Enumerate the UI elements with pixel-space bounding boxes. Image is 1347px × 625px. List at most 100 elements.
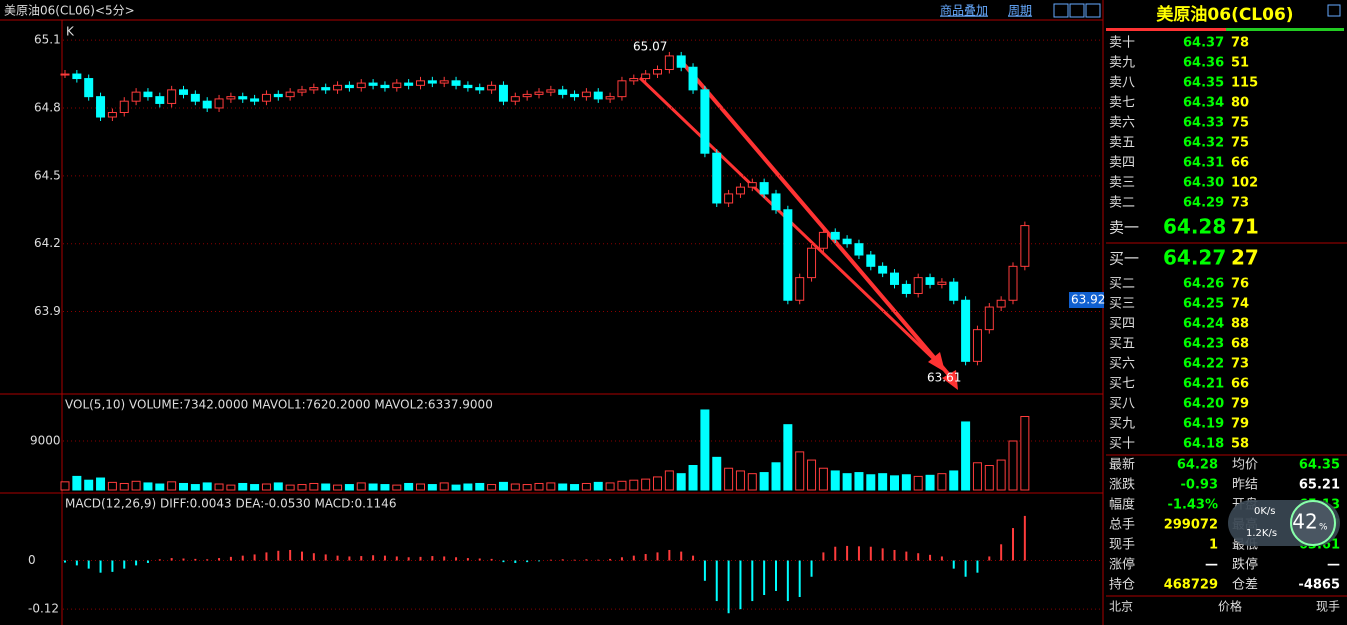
candle bbox=[167, 89, 177, 104]
level-volume: 73 bbox=[1231, 357, 1249, 372]
volume-bar bbox=[297, 484, 307, 491]
volume-bar bbox=[878, 473, 888, 491]
volume-bar bbox=[84, 479, 94, 491]
volume-bar bbox=[641, 478, 651, 491]
footer-label: 现手 bbox=[1316, 600, 1340, 614]
level-price: 64.31 bbox=[1183, 156, 1224, 171]
stat-value: 65.21 bbox=[1299, 478, 1340, 493]
candle bbox=[854, 243, 864, 256]
volume-bar bbox=[498, 481, 508, 491]
overlay-link[interactable]: 商品叠加 bbox=[940, 3, 988, 18]
candle bbox=[510, 96, 520, 102]
stat-label: 总手 bbox=[1109, 518, 1135, 533]
candle bbox=[451, 80, 461, 86]
level-label: 买五 bbox=[1109, 337, 1135, 352]
volume-bar bbox=[309, 482, 319, 491]
stat-value: 1 bbox=[1209, 538, 1218, 553]
level-price: 64.24 bbox=[1183, 317, 1224, 332]
candle bbox=[250, 98, 260, 102]
candle bbox=[890, 272, 899, 285]
candle bbox=[344, 84, 354, 89]
volume-bar bbox=[901, 474, 911, 491]
y-tick-label: 9000 bbox=[30, 434, 61, 448]
volume-bar bbox=[202, 482, 212, 491]
nav-button[interactable] bbox=[1085, 3, 1101, 18]
candle bbox=[807, 247, 817, 279]
level-price: 64.36 bbox=[1183, 56, 1224, 71]
macd-header: MACD(12,26,9) DIFF:0.0043 DEA:-0.0530 MA… bbox=[65, 497, 396, 511]
volume-bar bbox=[321, 483, 331, 491]
volume-bar bbox=[546, 482, 556, 491]
stat-label: 幅度 bbox=[1109, 497, 1135, 513]
level-volume: 66 bbox=[1231, 156, 1249, 171]
volume-bar bbox=[581, 482, 591, 491]
k-label: K bbox=[66, 25, 75, 39]
candle bbox=[712, 152, 722, 204]
level-volume: 68 bbox=[1231, 337, 1249, 352]
level-volume: 73 bbox=[1231, 196, 1249, 211]
level-price: 64.18 bbox=[1183, 437, 1224, 452]
candle bbox=[190, 93, 200, 102]
panel-button[interactable] bbox=[1327, 4, 1341, 17]
volume-bar bbox=[653, 476, 662, 491]
level-volume: 66 bbox=[1231, 377, 1249, 392]
level-label: 卖九 bbox=[1109, 56, 1135, 71]
candle bbox=[463, 84, 473, 89]
volume-bar bbox=[344, 484, 354, 491]
volume-bar bbox=[250, 484, 260, 491]
level-volume: 71 bbox=[1231, 215, 1259, 239]
volume-bar bbox=[190, 484, 200, 491]
volume-bar bbox=[961, 421, 971, 491]
y-tick-label: 64.8 bbox=[34, 100, 61, 114]
stat-value: -0.93 bbox=[1181, 478, 1218, 493]
volume-bar bbox=[700, 409, 710, 491]
level-label: 买四 bbox=[1109, 317, 1135, 332]
widget-up: 0K/s bbox=[1254, 506, 1276, 517]
level-volume: 79 bbox=[1231, 417, 1249, 432]
candle bbox=[179, 89, 188, 95]
period-link[interactable]: 周期 bbox=[1008, 4, 1032, 18]
last-price-box bbox=[1069, 292, 1104, 308]
volume-bar bbox=[392, 484, 402, 491]
level-price: 64.34 bbox=[1183, 96, 1224, 111]
level-label: 买七 bbox=[1109, 377, 1135, 392]
stat-value: — bbox=[1205, 558, 1218, 573]
level-price: 64.27 bbox=[1163, 246, 1226, 270]
volume-bar bbox=[451, 484, 461, 491]
level-volume: 79 bbox=[1231, 397, 1249, 412]
volume-bar bbox=[558, 483, 568, 491]
volume-bar bbox=[972, 462, 982, 491]
volume-bar bbox=[261, 483, 271, 491]
title-bar-green bbox=[1226, 28, 1344, 31]
level-volume: 58 bbox=[1231, 437, 1249, 452]
level-label: 卖三 bbox=[1109, 176, 1135, 191]
candle bbox=[653, 69, 662, 75]
candle bbox=[404, 82, 414, 86]
level-volume: 115 bbox=[1231, 76, 1258, 91]
level-label: 卖七 bbox=[1109, 96, 1135, 111]
candle bbox=[747, 182, 757, 188]
level-label: 买六 bbox=[1109, 357, 1135, 372]
widget-percent-sign: % bbox=[1319, 523, 1328, 533]
volume-bar bbox=[854, 472, 864, 491]
volume-bar bbox=[890, 475, 899, 491]
candle bbox=[333, 84, 343, 91]
candle bbox=[878, 265, 888, 274]
level-price: 64.32 bbox=[1183, 136, 1224, 151]
nav-button[interactable] bbox=[1069, 3, 1085, 18]
candle bbox=[1008, 265, 1018, 301]
volume-bar bbox=[937, 473, 947, 491]
level-label: 买二 bbox=[1109, 277, 1135, 292]
volume-bar bbox=[238, 482, 248, 491]
level-volume: 88 bbox=[1231, 317, 1249, 332]
volume-bar bbox=[534, 482, 544, 491]
candle bbox=[581, 91, 591, 98]
nav-button[interactable] bbox=[1053, 3, 1069, 18]
volume-bar bbox=[1020, 416, 1030, 491]
level-price: 64.35 bbox=[1183, 76, 1224, 91]
candle bbox=[261, 93, 271, 102]
candle bbox=[487, 84, 497, 91]
arrow bbox=[680, 60, 957, 384]
volume-bar bbox=[664, 470, 674, 491]
candle bbox=[155, 96, 165, 104]
